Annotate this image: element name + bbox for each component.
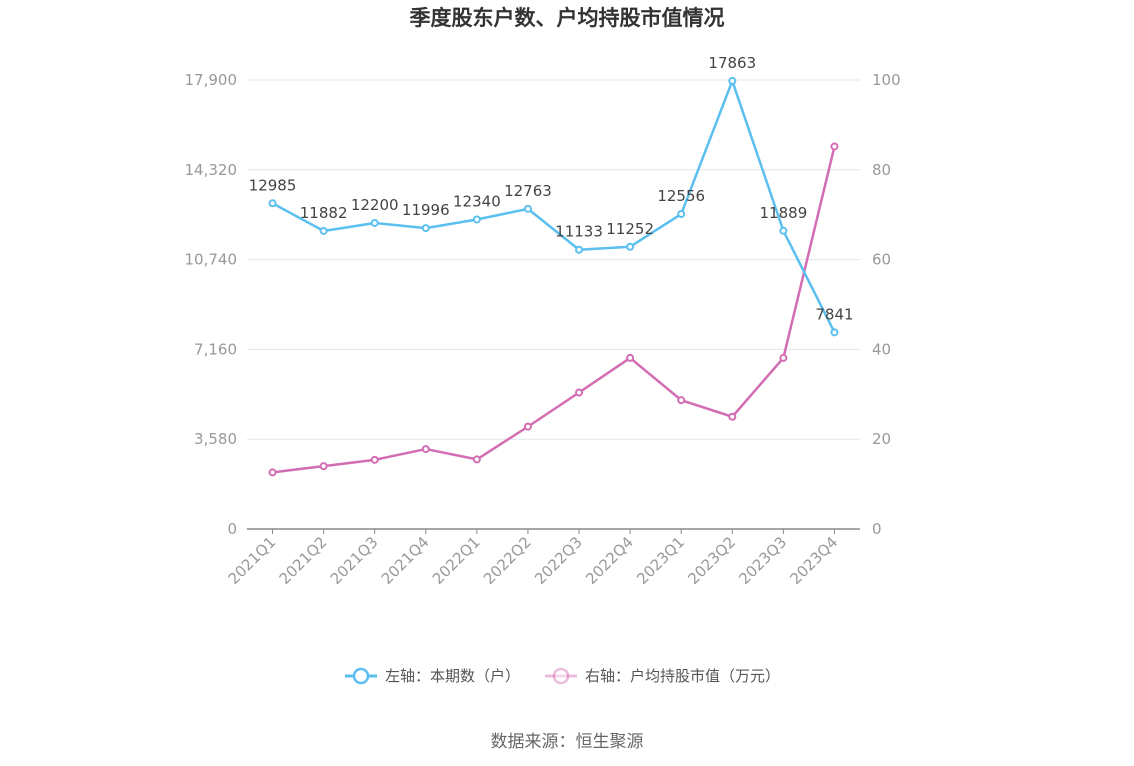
data-point-right [421,445,430,454]
right-tick-label: 20 [872,430,891,448]
data-point-left [370,218,379,227]
x-tick-label: 2022Q3 [531,533,586,588]
data-point-left [319,226,328,235]
x-tick-label: 2023Q2 [684,533,739,588]
x-tick-label: 2021Q4 [378,533,433,588]
x-tick-label: 2021Q3 [327,533,382,588]
legend-item-left[interactable]: 左轴：本期数（户） [345,667,520,685]
series-line-right [272,146,836,474]
data-label: 12340 [453,192,501,210]
left-tick-label: 10,740 [185,251,238,269]
x-tick-label: 2021Q2 [276,533,331,588]
x-tick-label: 2021Q1 [225,533,280,588]
right-tick-label: 80 [872,161,891,179]
legend-marker [552,667,570,685]
series-line-left [271,79,836,333]
x-tick-label: 2022Q2 [480,533,535,588]
x-axis: 2021Q12021Q22021Q32021Q42022Q12022Q22022… [225,528,860,588]
data-point-left [677,210,686,219]
data-label: 11889 [760,204,808,222]
data-point-left [523,204,532,213]
data-point-right [268,468,277,477]
data-point-right [575,388,584,397]
legend-item-right[interactable]: 右轴：户均持股市值（万元） [545,667,780,685]
grid-lines [247,79,860,440]
data-point-left [779,226,788,235]
legend[interactable]: 左轴：本期数（户） 右轴：户均持股市值（万元） [345,667,780,685]
x-tick-label: 2022Q1 [429,533,484,588]
data-label: 7841 [815,305,853,323]
right-tick-label: 100 [872,71,901,89]
data-point-left [421,224,430,233]
right-tick-label: 60 [872,251,891,269]
left-axis: 0 3,580 7,160 10,740 14,320 17,900 [185,71,238,538]
left-tick-label: 14,320 [185,161,238,179]
data-label: 11996 [402,201,450,219]
data-label: 12200 [351,196,399,214]
data-point-left [575,245,584,254]
chart-title: 季度股东户数、户均持股市值情况 [410,6,725,30]
data-label: 17863 [708,54,756,72]
legend-label: 左轴：本期数（户） [385,667,520,685]
data-label: 12763 [504,182,552,200]
data-point-right [677,396,686,405]
data-point-right [523,422,532,431]
right-axis: 0 20 40 60 80 100 [872,71,901,538]
data-point-left [268,199,277,208]
x-tick-label: 2023Q1 [633,533,688,588]
data-point-right [779,353,788,362]
data-point-left [830,328,839,337]
data-label: 12556 [657,187,705,205]
data-point-right [626,353,635,362]
data-point-right [370,455,379,464]
source-note: 数据来源：恒生聚源 [491,732,644,752]
left-tick-label: 3,580 [194,430,237,448]
right-tick-label: 40 [872,340,891,358]
data-point-left [626,242,635,251]
data-point-left [728,76,737,85]
left-tick-label: 7,160 [194,340,237,358]
data-point-right [319,462,328,471]
right-tick-label: 0 [872,520,882,538]
series-layer [268,76,839,477]
left-tick-label: 0 [227,520,237,538]
data-label: 12985 [249,176,297,194]
data-label: 11882 [300,204,348,222]
left-tick-label: 17,900 [185,71,238,89]
x-tick-label: 2023Q4 [786,533,841,588]
x-tick-label: 2022Q4 [582,533,637,588]
x-tick-label: 2023Q3 [735,533,790,588]
data-point-right [472,455,481,464]
data-point-right [728,412,737,421]
data-label: 11252 [606,220,654,238]
data-point-right [830,142,839,151]
data-label: 11133 [555,223,603,241]
legend-label: 右轴：户均持股市值（万元） [585,667,780,685]
legend-marker [352,667,370,685]
data-point-left [472,215,481,224]
